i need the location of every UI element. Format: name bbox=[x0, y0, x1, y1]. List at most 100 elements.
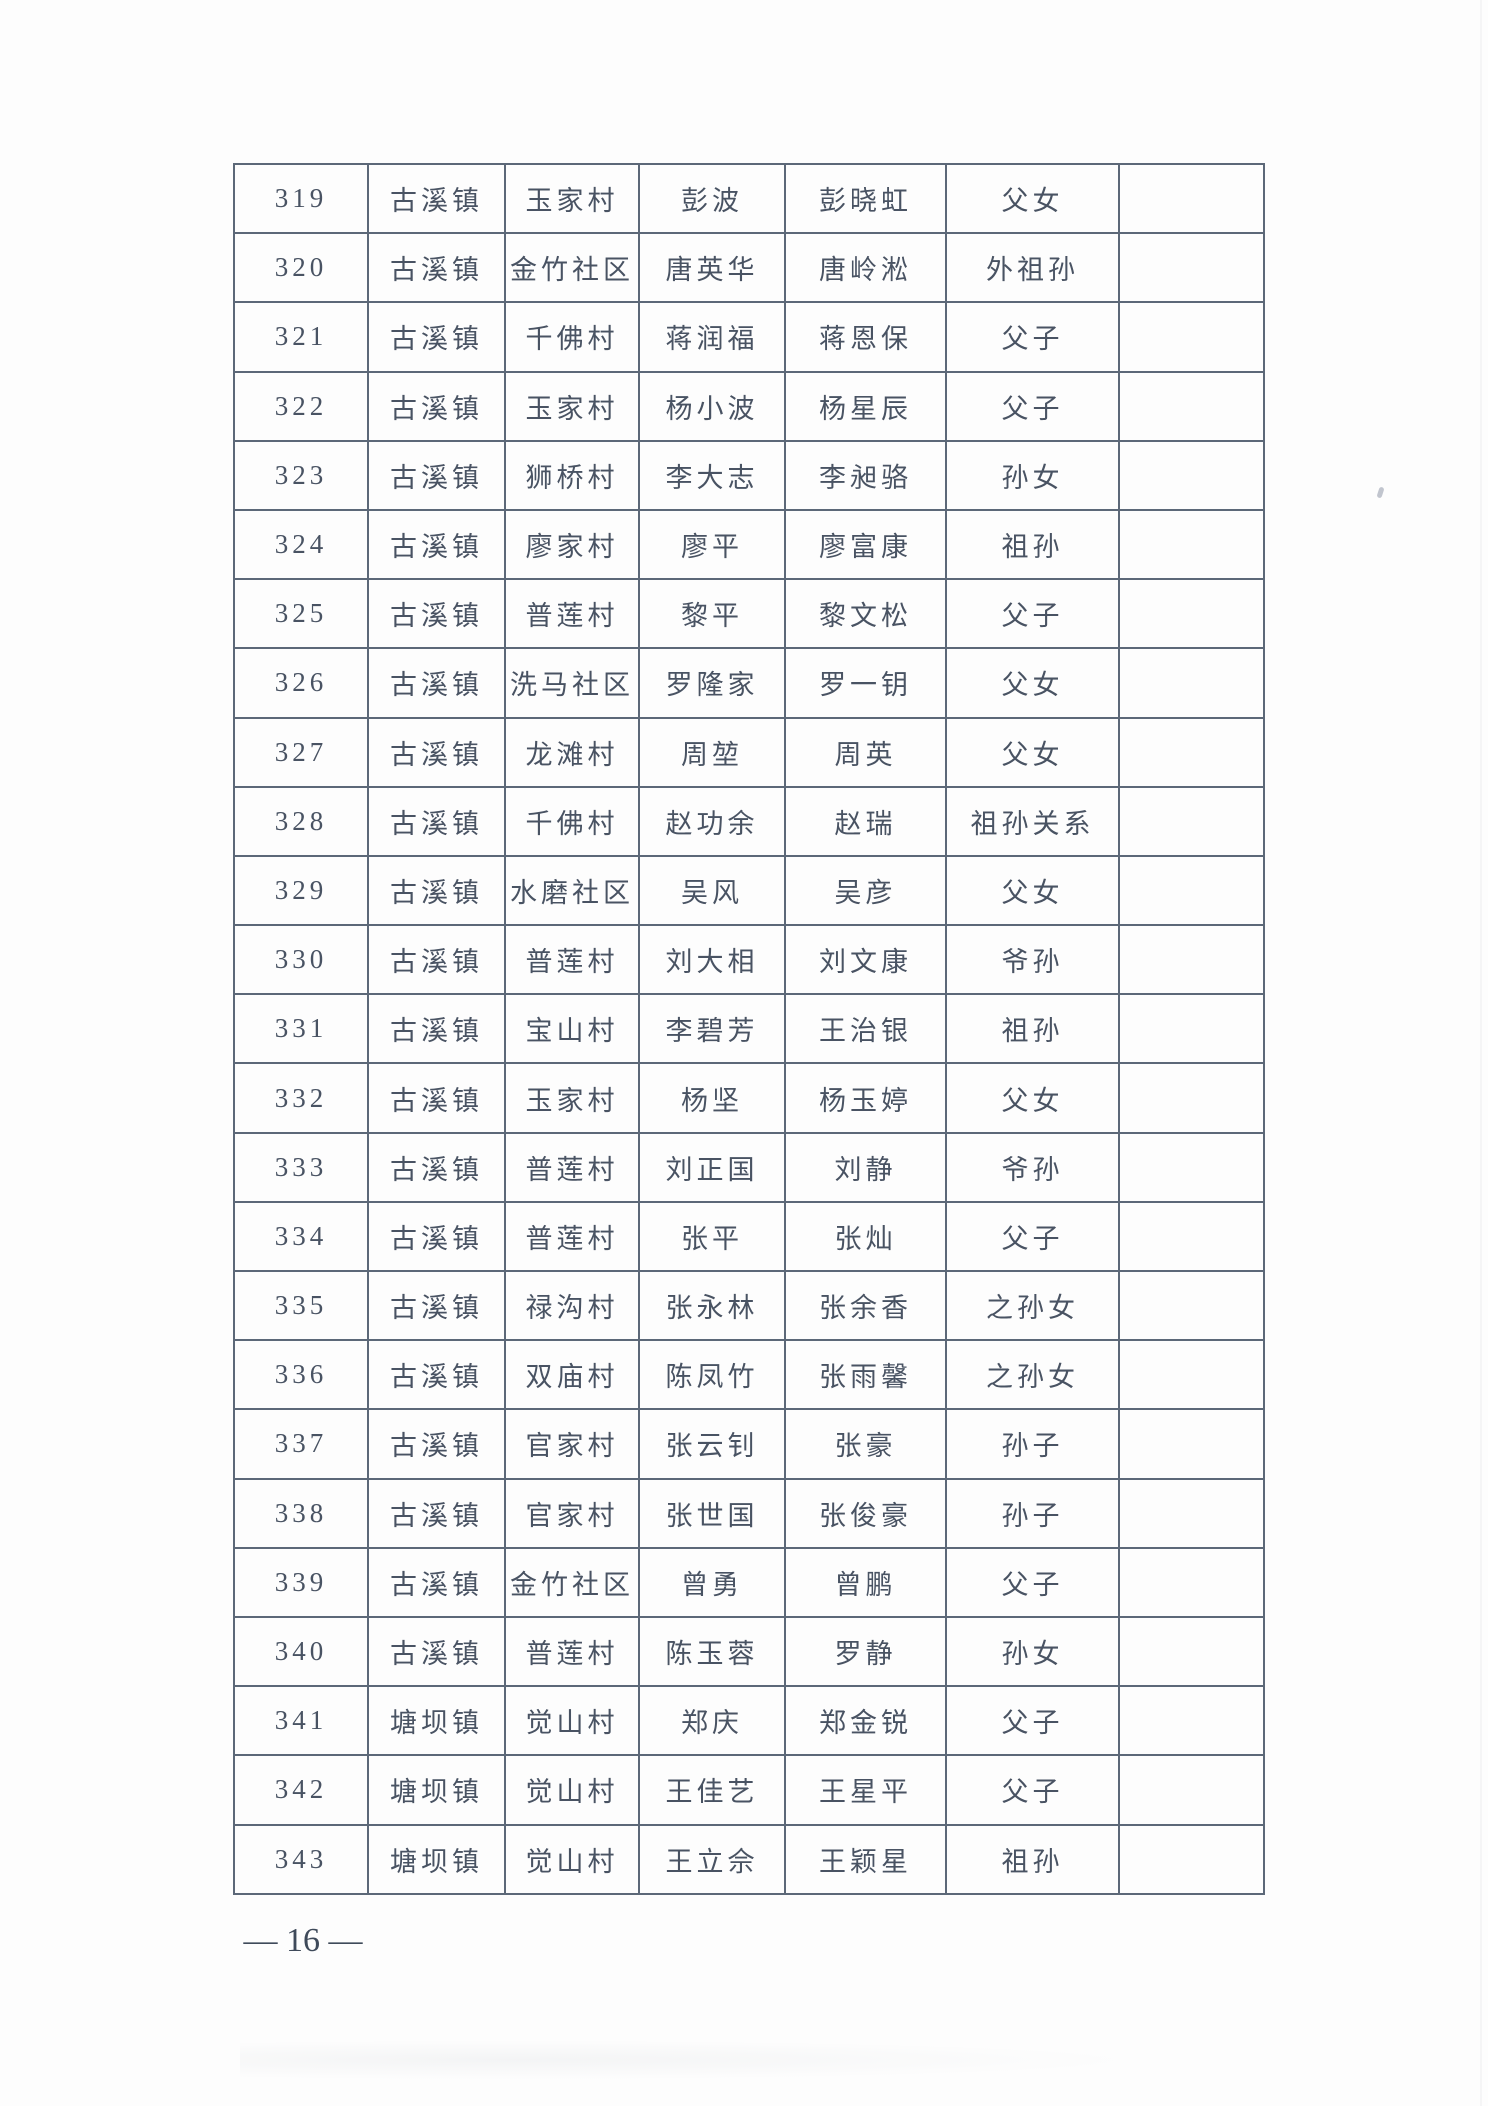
cell-village: 金竹社区 bbox=[504, 1546, 640, 1618]
cell-town: 古溪镇 bbox=[367, 301, 506, 373]
cell-relationship: 父子 bbox=[945, 1685, 1120, 1757]
cell-child-name: 周英 bbox=[784, 716, 947, 788]
table-row: 339 古溪镇 金竹社区 曾勇 曾鹏 父子 bbox=[233, 1546, 1265, 1618]
cell-child-name: 唐岭淞 bbox=[784, 232, 947, 304]
table-row: 330 古溪镇 普莲村 刘大相 刘文康 爷孙 bbox=[233, 924, 1265, 996]
cell-guardian-name: 张永林 bbox=[638, 1269, 786, 1342]
cell-village: 双庙村 bbox=[504, 1339, 640, 1411]
cell-relationship: 之孙女 bbox=[945, 1339, 1120, 1411]
cell-relationship: 爷孙 bbox=[945, 924, 1120, 996]
cell-serial: 335 bbox=[233, 1269, 369, 1342]
cell-serial: 324 bbox=[233, 508, 369, 581]
table-row: 336 古溪镇 双庙村 陈凤竹 张雨馨 之孙女 bbox=[233, 1339, 1265, 1411]
cell-town: 古溪镇 bbox=[367, 647, 506, 719]
cell-guardian-name: 张世国 bbox=[638, 1477, 786, 1549]
cell-relationship: 父女 bbox=[945, 647, 1120, 719]
cell-serial: 339 bbox=[233, 1546, 369, 1618]
table-row: 322 古溪镇 玉家村 杨小波 杨星辰 父子 bbox=[233, 370, 1265, 442]
cell-child-name: 张雨馨 bbox=[784, 1339, 947, 1411]
cell-serial: 321 bbox=[233, 301, 369, 373]
cell-notes bbox=[1118, 1200, 1265, 1273]
cell-village: 千佛村 bbox=[504, 301, 640, 373]
cell-notes bbox=[1118, 1546, 1265, 1618]
cell-notes bbox=[1118, 1339, 1265, 1411]
cell-notes bbox=[1118, 370, 1265, 442]
cell-notes bbox=[1118, 1823, 1265, 1895]
table-body: 319 古溪镇 玉家村 彭波 彭晓虹 父女 320 古溪镇 金竹社区 唐英华 唐岭淞 外祖孙 321 古溪… bbox=[233, 162, 1265, 1895]
table-row: 343 塘坝镇 觉山村 王立佘 王颖星 祖孙 bbox=[233, 1823, 1265, 1895]
cell-notes bbox=[1118, 993, 1265, 1065]
cell-village: 狮桥村 bbox=[504, 439, 640, 511]
cell-village: 官家村 bbox=[504, 1477, 640, 1549]
cell-serial: 341 bbox=[233, 1685, 369, 1757]
cell-child-name: 张俊豪 bbox=[784, 1477, 947, 1549]
cell-guardian-name: 刘正国 bbox=[638, 1131, 786, 1203]
cell-serial: 340 bbox=[233, 1615, 369, 1688]
table-row: 326 古溪镇 洗马社区 罗隆家 罗一钥 父女 bbox=[233, 647, 1265, 719]
cell-town: 古溪镇 bbox=[367, 1615, 506, 1688]
cell-notes bbox=[1118, 1477, 1265, 1549]
cell-notes bbox=[1118, 1131, 1265, 1203]
cell-child-name: 曾鹏 bbox=[784, 1546, 947, 1618]
cell-notes bbox=[1118, 578, 1265, 650]
cell-notes bbox=[1118, 508, 1265, 581]
cell-child-name: 郑金锐 bbox=[784, 1685, 947, 1757]
cell-town: 古溪镇 bbox=[367, 578, 506, 650]
cell-town: 古溪镇 bbox=[367, 162, 506, 235]
cell-relationship: 父子 bbox=[945, 1200, 1120, 1273]
cell-child-name: 刘静 bbox=[784, 1131, 947, 1203]
cell-village: 普莲村 bbox=[504, 1200, 640, 1273]
cell-serial: 342 bbox=[233, 1754, 369, 1826]
cell-relationship: 父子 bbox=[945, 301, 1120, 373]
cell-relationship: 父子 bbox=[945, 370, 1120, 442]
cell-serial: 326 bbox=[233, 647, 369, 719]
cell-village: 玉家村 bbox=[504, 162, 640, 235]
cell-town: 古溪镇 bbox=[367, 785, 506, 857]
cell-child-name: 张灿 bbox=[784, 1200, 947, 1273]
cell-guardian-name: 杨坚 bbox=[638, 1062, 786, 1134]
cell-relationship: 孙子 bbox=[945, 1477, 1120, 1549]
table-row: 329 古溪镇 水磨社区 吴风 吴彦 父女 bbox=[233, 854, 1265, 927]
cell-relationship: 父女 bbox=[945, 854, 1120, 927]
cell-town: 古溪镇 bbox=[367, 716, 506, 788]
cell-village: 觉山村 bbox=[504, 1754, 640, 1826]
cell-notes bbox=[1118, 301, 1265, 373]
cell-child-name: 张豪 bbox=[784, 1408, 947, 1480]
table-row: 323 古溪镇 狮桥村 李大志 李昶骆 孙女 bbox=[233, 439, 1265, 511]
cell-guardian-name: 廖平 bbox=[638, 508, 786, 581]
table-row: 333 古溪镇 普莲村 刘正国 刘静 爷孙 bbox=[233, 1131, 1265, 1203]
cell-relationship: 外祖孙 bbox=[945, 232, 1120, 304]
cell-town: 古溪镇 bbox=[367, 1546, 506, 1618]
cell-guardian-name: 蒋润福 bbox=[638, 301, 786, 373]
table-row: 331 古溪镇 宝山村 李碧芳 王治银 祖孙 bbox=[233, 993, 1265, 1065]
cell-relationship: 祖孙 bbox=[945, 1823, 1120, 1895]
cell-relationship: 爷孙 bbox=[945, 1131, 1120, 1203]
cell-guardian-name: 周堃 bbox=[638, 716, 786, 788]
cell-town: 古溪镇 bbox=[367, 1062, 506, 1134]
cell-town: 古溪镇 bbox=[367, 993, 506, 1065]
cell-notes bbox=[1118, 1408, 1265, 1480]
cell-village: 玉家村 bbox=[504, 370, 640, 442]
cell-village: 普莲村 bbox=[504, 1615, 640, 1688]
cell-village: 禄沟村 bbox=[504, 1269, 640, 1342]
table-row: 327 古溪镇 龙滩村 周堃 周英 父女 bbox=[233, 716, 1265, 788]
cell-child-name: 王治银 bbox=[784, 993, 947, 1065]
cell-village: 觉山村 bbox=[504, 1685, 640, 1757]
cell-serial: 336 bbox=[233, 1339, 369, 1411]
cell-town: 古溪镇 bbox=[367, 924, 506, 996]
cell-village: 觉山村 bbox=[504, 1823, 640, 1895]
cell-relationship: 孙女 bbox=[945, 1615, 1120, 1688]
table-row: 324 古溪镇 廖家村 廖平 廖富康 祖孙 bbox=[233, 508, 1265, 581]
cell-serial: 330 bbox=[233, 924, 369, 996]
page-number: — 16 — bbox=[243, 1922, 363, 1959]
cell-child-name: 罗静 bbox=[784, 1615, 947, 1688]
cell-village: 金竹社区 bbox=[504, 232, 640, 304]
table-row: 332 古溪镇 玉家村 杨坚 杨玉婷 父女 bbox=[233, 1062, 1265, 1134]
scan-speck-artifact bbox=[1376, 486, 1385, 499]
cell-guardian-name: 李碧芳 bbox=[638, 993, 786, 1065]
table-row: 338 古溪镇 官家村 张世国 张俊豪 孙子 bbox=[233, 1477, 1265, 1549]
cell-notes bbox=[1118, 439, 1265, 511]
cell-guardian-name: 张平 bbox=[638, 1200, 786, 1273]
cell-serial: 333 bbox=[233, 1131, 369, 1203]
